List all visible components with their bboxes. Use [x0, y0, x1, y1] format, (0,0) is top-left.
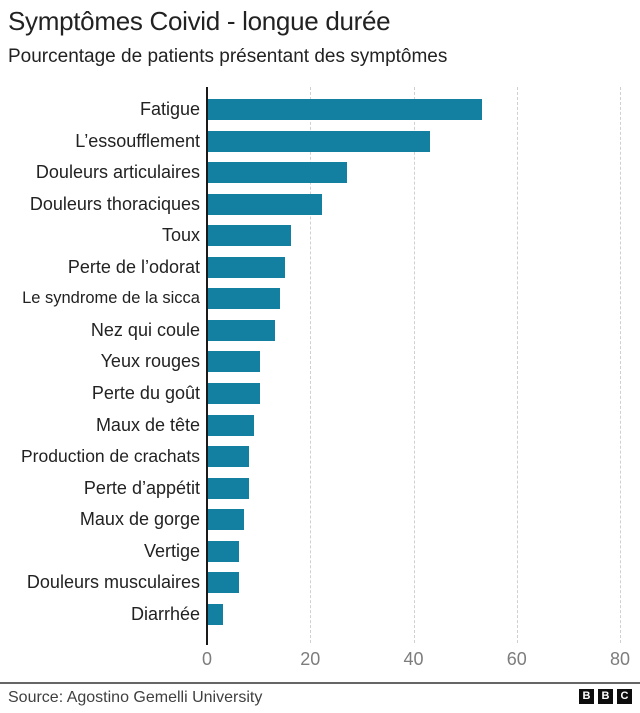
bar: [208, 603, 224, 625]
bar: [208, 225, 291, 247]
bar-row: Diarrhée: [0, 599, 640, 631]
y-axis-zero-line: [206, 87, 208, 645]
bar-row: Yeux rouges: [0, 346, 640, 378]
x-tick-label: 20: [300, 649, 321, 669]
plot-area: Fatigue L’essoufflement Douleurs articulai…: [0, 87, 640, 645]
bar-label: Nez qui coule: [90, 319, 200, 340]
bar: [208, 162, 348, 184]
bar-label: Perte d’appétit: [83, 477, 200, 498]
bar: [208, 193, 322, 215]
bar: [208, 572, 239, 594]
gridline-40: [413, 87, 415, 643]
x-tick-label: 40: [403, 649, 424, 669]
bar-label: Toux: [161, 225, 200, 246]
bbc-logo-block: B: [598, 689, 613, 704]
bar-label: Perte de l’odorat: [67, 256, 200, 277]
bar-label: Yeux rouges: [100, 351, 200, 372]
bar-label: L’essoufflement: [75, 130, 200, 151]
bar: [208, 98, 482, 120]
bar-label: Douleurs thoraciques: [29, 193, 200, 214]
bar-row: Perte du goût: [0, 378, 640, 410]
bar: [208, 319, 276, 341]
bar-label: Le syndrome de la sicca: [22, 289, 200, 308]
gridline-80: [620, 87, 621, 643]
bar-row: Fatigue: [0, 94, 640, 126]
x-tick-label: 60: [506, 649, 527, 669]
bar-label: Production de crachats: [21, 446, 200, 467]
bar-label: Maux de tête: [95, 414, 200, 435]
bar: [208, 477, 250, 499]
bar-row: Perte d’appétit: [0, 472, 640, 504]
bar-row: Maux de tête: [0, 409, 640, 441]
bar-label: Maux de gorge: [79, 509, 200, 530]
bar-row: Douleurs articulaires: [0, 157, 640, 189]
bar: [208, 351, 260, 373]
bar: [208, 509, 245, 531]
bar: [208, 383, 260, 404]
bar-row: Nez qui coule: [0, 315, 640, 347]
chart-subtitle: Pourcentage de patients présentant des s…: [8, 46, 448, 67]
bar: [208, 414, 255, 436]
bar-row: Production de crachats: [0, 441, 640, 473]
x-tick-label: 80: [609, 649, 631, 669]
bar: [208, 256, 286, 278]
bar-label: Perte du goût: [91, 383, 200, 403]
bar-row: Vertige: [0, 536, 640, 568]
bar-label: Diarrhée: [130, 603, 200, 624]
gridline-60: [516, 87, 518, 643]
bbc-logo-block: B: [579, 689, 594, 704]
x-tick-label: 0: [201, 649, 213, 669]
bar: [208, 446, 250, 468]
bar: [208, 130, 430, 152]
footer-divider: [0, 682, 640, 684]
bar-row: Le syndrome de la sicca: [0, 283, 640, 315]
bar-label: Vertige: [143, 540, 200, 561]
bar: [208, 540, 239, 562]
bar-row: Douleurs musculaires: [0, 567, 640, 599]
bar-row: L’essoufflement: [0, 125, 640, 157]
gridline-20: [310, 87, 312, 643]
bar-row: Toux: [0, 220, 640, 252]
bar-label: Douleurs musculaires: [26, 572, 200, 593]
bar-row: Maux de gorge: [0, 504, 640, 536]
bbc-logo-block: C: [617, 689, 632, 704]
bar-row: Douleurs thoraciques: [0, 188, 640, 220]
bar-label: Fatigue: [139, 98, 200, 119]
bar: [208, 288, 281, 310]
source-text: Source: Agostino Gemelli University: [8, 689, 263, 706]
bar-label: Douleurs articulaires: [35, 162, 200, 183]
bar-row: Perte de l’odorat: [0, 252, 640, 284]
chart-title: Symptômes Coivid - longue durée: [8, 6, 391, 36]
